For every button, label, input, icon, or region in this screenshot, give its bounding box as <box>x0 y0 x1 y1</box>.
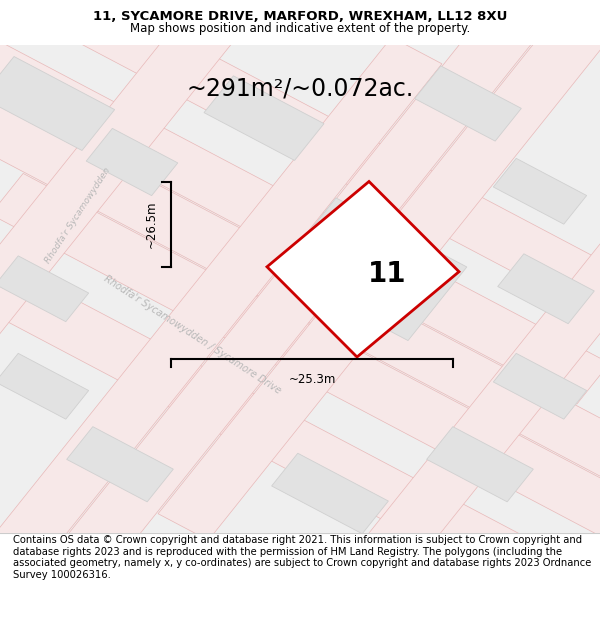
Polygon shape <box>204 76 324 161</box>
Text: Map shows position and indicative extent of the property.: Map shows position and indicative extent… <box>130 22 470 35</box>
Polygon shape <box>248 0 600 625</box>
Polygon shape <box>498 254 594 324</box>
Polygon shape <box>0 173 600 625</box>
Polygon shape <box>493 158 587 224</box>
Polygon shape <box>0 0 352 625</box>
Polygon shape <box>80 2 600 575</box>
Polygon shape <box>158 0 600 540</box>
Text: Rhodfa'r Sycamowydden / Sycamore Drive: Rhodfa'r Sycamowydden / Sycamore Drive <box>101 274 283 396</box>
Polygon shape <box>267 181 459 357</box>
Polygon shape <box>0 38 442 625</box>
Polygon shape <box>0 2 600 575</box>
Polygon shape <box>0 256 89 322</box>
Text: ~291m²/~0.072ac.: ~291m²/~0.072ac. <box>187 77 413 101</box>
Polygon shape <box>272 453 388 534</box>
Polygon shape <box>415 66 521 141</box>
Polygon shape <box>493 353 587 419</box>
Polygon shape <box>0 0 600 404</box>
Text: Contains OS data © Crown copyright and database right 2021. This information is : Contains OS data © Crown copyright and d… <box>13 535 592 580</box>
Polygon shape <box>0 2 520 575</box>
Polygon shape <box>67 427 173 502</box>
Polygon shape <box>0 353 89 419</box>
Text: 11: 11 <box>368 260 406 288</box>
Polygon shape <box>277 198 467 341</box>
Polygon shape <box>86 128 178 196</box>
Text: 11, SYCAMORE DRIVE, MARFORD, WREXHAM, LL12 8XU: 11, SYCAMORE DRIVE, MARFORD, WREXHAM, LL… <box>93 10 507 23</box>
Text: ~25.3m: ~25.3m <box>289 373 335 386</box>
Polygon shape <box>427 427 533 502</box>
Text: ~26.5m: ~26.5m <box>145 201 158 248</box>
Text: Rhodfa'r Sycamowydden: Rhodfa'r Sycamowydden <box>44 166 112 265</box>
Polygon shape <box>0 56 115 151</box>
